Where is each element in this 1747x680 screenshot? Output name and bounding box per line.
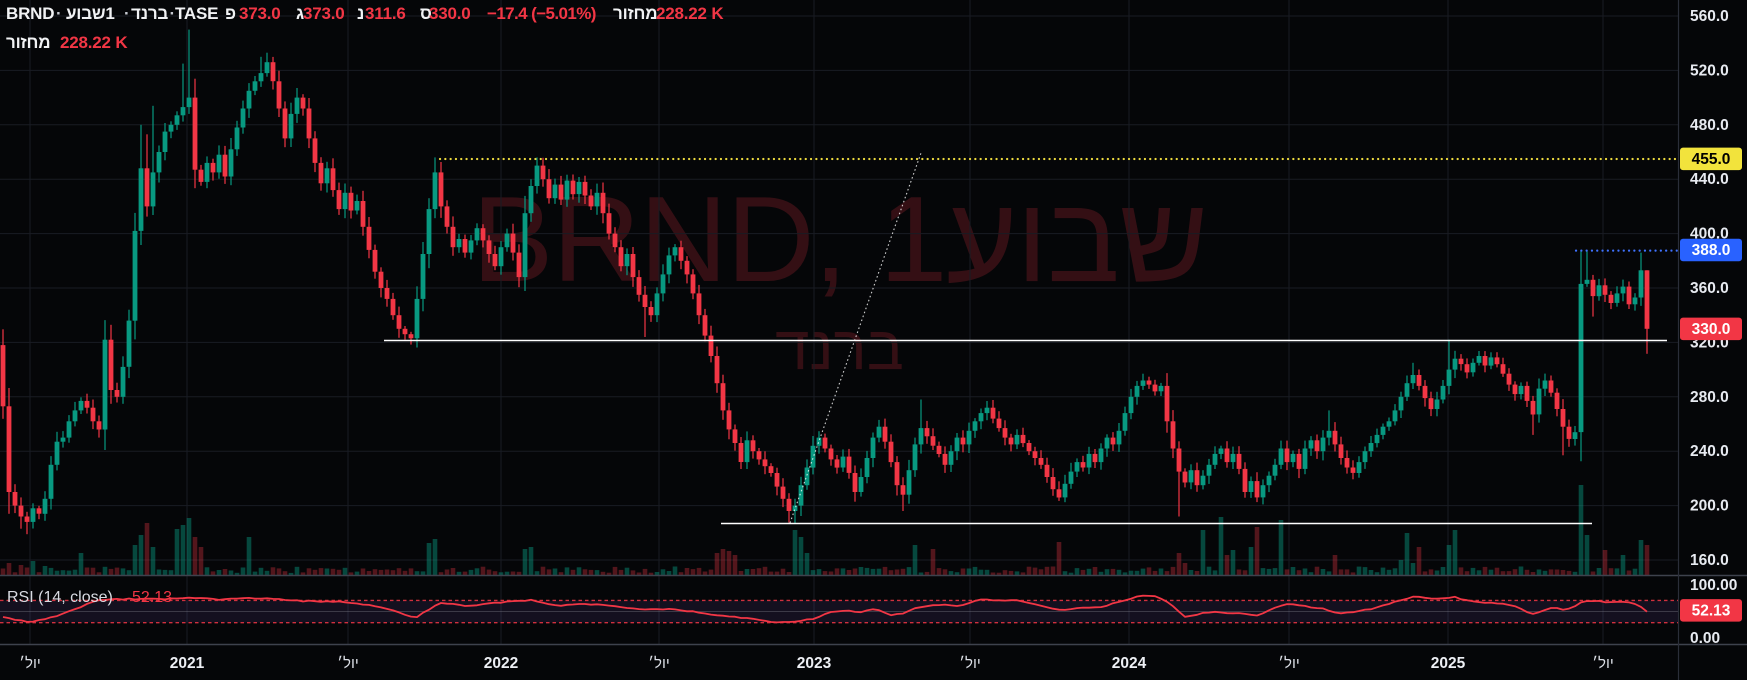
svg-text:100.00: 100.00 [1690,577,1737,594]
svg-text:יול׳: יול׳ [337,655,359,672]
svg-text:יול׳: יול׳ [1278,655,1300,672]
svg-text:330.0: 330.0 [1692,321,1731,338]
svg-text:2024: 2024 [1112,655,1147,672]
svg-text:240.0: 240.0 [1690,443,1729,460]
svg-text:400.0: 400.0 [1690,226,1729,243]
svg-text:2023: 2023 [797,655,832,672]
svg-text:480.0: 480.0 [1690,117,1729,134]
svg-text:520.0: 520.0 [1690,62,1729,79]
svg-text:388.0: 388.0 [1692,242,1731,259]
svg-text:2021: 2021 [170,655,205,672]
svg-text:160.0: 160.0 [1690,552,1729,569]
svg-text:יול׳: יול׳ [959,655,981,672]
svg-text:2025: 2025 [1431,655,1466,672]
svg-text:יול׳: יול׳ [1592,655,1614,672]
svg-text:560.0: 560.0 [1690,8,1729,25]
svg-text:2022: 2022 [484,655,518,672]
svg-text:360.0: 360.0 [1690,280,1729,297]
svg-text:280.0: 280.0 [1690,389,1729,406]
svg-text:יול׳: יול׳ [19,655,41,672]
svg-text:0.00: 0.00 [1690,630,1720,647]
svg-text:440.0: 440.0 [1690,171,1729,188]
svg-text:52.13: 52.13 [1692,603,1731,620]
svg-text:455.0: 455.0 [1692,151,1731,168]
svg-text:200.0: 200.0 [1690,498,1729,515]
svg-text:יול׳: יול׳ [648,655,670,672]
